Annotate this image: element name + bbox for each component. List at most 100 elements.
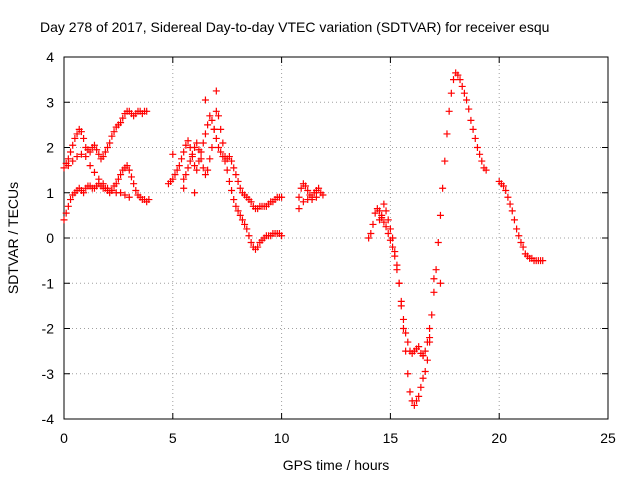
data-point — [123, 162, 131, 170]
data-point — [206, 155, 214, 163]
data-point — [62, 209, 70, 217]
y-tick-label: 2 — [46, 140, 54, 156]
data-point — [419, 352, 427, 360]
data-point — [106, 139, 114, 147]
data-point — [60, 216, 68, 224]
data-point — [228, 157, 236, 165]
data-point — [519, 243, 527, 251]
data-point — [108, 132, 116, 140]
data-point — [208, 144, 216, 151]
data-point — [517, 239, 525, 247]
data-point — [247, 198, 255, 206]
x-tick-label: 25 — [600, 430, 616, 446]
y-tick-label: -4 — [42, 411, 55, 427]
data-point — [380, 218, 388, 226]
data-point — [121, 191, 129, 199]
data-point — [393, 266, 401, 274]
data-point — [402, 347, 410, 355]
data-point — [132, 186, 140, 194]
data-point — [225, 177, 233, 185]
data-point — [295, 205, 303, 213]
data-point — [369, 220, 377, 228]
y-tick-label: 3 — [46, 94, 54, 110]
data-point — [376, 207, 384, 215]
data-point — [423, 356, 431, 364]
data-point — [384, 229, 392, 237]
data-point — [230, 164, 238, 172]
data-point — [500, 182, 508, 190]
data-point — [315, 184, 323, 192]
data-point — [419, 374, 427, 382]
data-point — [169, 175, 177, 183]
data-point — [241, 220, 249, 228]
data-point — [191, 162, 199, 170]
data-point — [180, 148, 188, 156]
data-point — [506, 200, 514, 208]
data-point — [297, 184, 305, 192]
data-point — [223, 166, 231, 174]
data-point — [204, 166, 212, 174]
data-point — [467, 116, 475, 124]
data-point — [430, 275, 438, 283]
data-point — [188, 150, 196, 158]
data-point — [454, 71, 462, 79]
data-point — [90, 141, 98, 149]
data-point — [234, 207, 242, 215]
data-point — [143, 107, 151, 115]
data-point — [77, 128, 85, 136]
data-point — [247, 239, 255, 247]
data-point — [214, 144, 222, 151]
data-point — [221, 153, 229, 161]
data-point — [110, 128, 118, 136]
data-point — [476, 150, 484, 158]
data-point — [184, 164, 192, 172]
data-point — [254, 243, 262, 251]
data-point — [413, 397, 421, 405]
data-point — [232, 202, 240, 210]
data-point — [365, 234, 373, 242]
data-point — [389, 243, 397, 251]
data-point — [234, 177, 242, 185]
data-point — [99, 153, 107, 161]
data-point — [278, 193, 286, 201]
data-point — [508, 207, 516, 215]
data-point — [82, 153, 90, 161]
data-point — [295, 193, 303, 201]
data-point — [182, 141, 190, 149]
data-point — [402, 329, 410, 337]
data-point — [95, 150, 103, 158]
data-point — [130, 180, 138, 188]
x-tick-label: 15 — [383, 430, 399, 446]
data-point — [299, 198, 307, 206]
data-point — [456, 76, 464, 84]
data-point — [73, 130, 81, 138]
data-point — [319, 191, 327, 199]
y-tick-label: 0 — [46, 230, 54, 246]
data-point — [217, 148, 225, 156]
data-point — [186, 157, 194, 165]
data-point — [77, 150, 85, 158]
data-point — [463, 96, 471, 104]
data-point — [201, 96, 209, 104]
data-point — [473, 144, 481, 151]
data-point — [108, 186, 116, 194]
data-point — [465, 105, 473, 113]
x-axis-title: GPS time / hours — [283, 457, 390, 473]
data-point — [378, 214, 386, 222]
data-point — [395, 279, 403, 287]
data-point — [445, 107, 453, 115]
data-point — [212, 107, 220, 115]
data-point — [230, 196, 238, 204]
data-point — [399, 325, 407, 332]
data-point — [236, 184, 244, 192]
data-point — [201, 171, 209, 179]
data-point — [539, 257, 547, 265]
data-point — [191, 189, 199, 197]
data-point — [180, 184, 188, 192]
data-point — [386, 236, 394, 244]
y-axis-title: SDTVAR / TECUs — [5, 182, 21, 294]
data-point — [406, 388, 414, 396]
data-point — [104, 184, 112, 192]
data-point — [436, 211, 444, 219]
data-point — [399, 315, 407, 323]
